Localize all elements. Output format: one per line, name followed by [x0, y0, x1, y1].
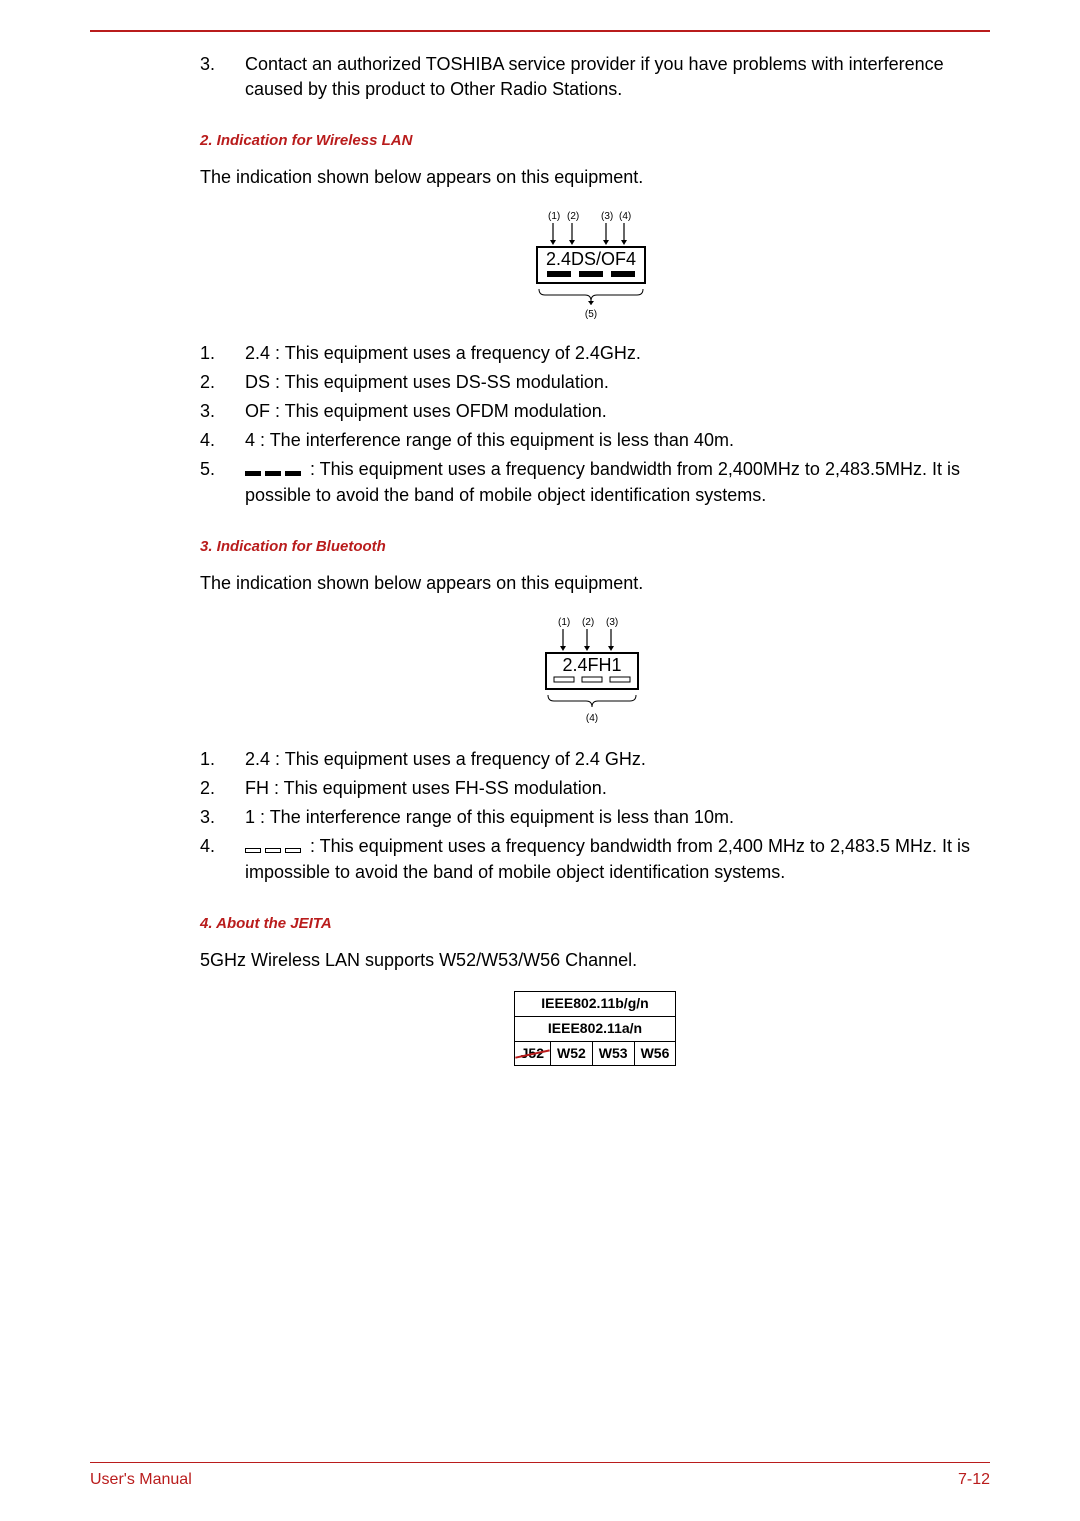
page-footer: User's Manual 7-12 — [90, 1462, 990, 1491]
fig-label: (5) — [585, 309, 597, 319]
list-number: 5. — [200, 457, 245, 508]
jeita-row1: IEEE802.11b/g/n — [514, 992, 676, 1017]
list-item: 3. Contact an authorized TOSHIBA service… — [200, 52, 990, 102]
outline-bars-icon — [245, 835, 305, 860]
list-number: 1. — [200, 747, 245, 772]
list-number: 3. — [200, 52, 245, 102]
paragraph: 5GHz Wireless LAN supports W52/W53/W56 C… — [200, 948, 990, 973]
list-text: : This equipment uses a frequency bandwi… — [245, 457, 990, 508]
list-item: 1.2.4 : This equipment uses a frequency … — [200, 747, 990, 772]
jeita-cell-j52: J52 — [514, 1041, 550, 1066]
fig-label: (2) — [582, 617, 594, 628]
fig-label: (1) — [548, 211, 560, 222]
list-item: 2.FH : This equipment uses FH-SS modulat… — [200, 776, 990, 801]
list-item: 1.2.4 : This equipment uses a frequency … — [200, 341, 990, 366]
fig-box-text: 2.4FH1 — [562, 655, 621, 675]
list-item: 3.1 : The interference range of this equ… — [200, 805, 990, 830]
list-number: 3. — [200, 399, 245, 424]
section-heading-wlan: 2. Indication for Wireless LAN — [200, 130, 990, 151]
jeita-table: IEEE802.11b/g/n IEEE802.11a/n J52 W52 W5… — [514, 991, 677, 1066]
jeita-figure: IEEE802.11b/g/n IEEE802.11a/n J52 W52 W5… — [200, 991, 990, 1066]
list-item: 3.OF : This equipment uses OFDM modulati… — [200, 399, 990, 424]
fig-label: (4) — [619, 211, 631, 222]
list-item: 5. : This equipment uses a frequency ban… — [200, 457, 990, 508]
page-content: 3. Contact an authorized TOSHIBA service… — [90, 52, 990, 1066]
footer-left: User's Manual — [90, 1469, 192, 1491]
wlan-figure: (1) (2) (3) (4) 2.4DS/OF4 (5) — [200, 209, 990, 319]
fig-label: (2) — [567, 211, 579, 222]
list-text: FH : This equipment uses FH-SS modulatio… — [245, 776, 990, 801]
fig-box-text: 2.4DS/OF4 — [546, 249, 636, 269]
fig-label: (3) — [601, 211, 613, 222]
list-number: 1. — [200, 341, 245, 366]
jeita-cell: W52 — [550, 1041, 592, 1066]
section-heading-jeita: 4. About the JEITA — [200, 913, 990, 934]
list-text: 4 : The interference range of this equip… — [245, 428, 990, 453]
paragraph: The indication shown below appears on th… — [200, 571, 990, 596]
list-text: 2.4 : This equipment uses a frequency of… — [245, 747, 990, 772]
list-item: 4. : This equipment uses a frequency ban… — [200, 834, 990, 885]
list-text: OF : This equipment uses OFDM modulation… — [245, 399, 990, 424]
list-text: Contact an authorized TOSHIBA service pr… — [245, 52, 990, 102]
list-number: 3. — [200, 805, 245, 830]
wlan-list: 1.2.4 : This equipment uses a frequency … — [200, 341, 990, 509]
bt-figure: (1) (2) (3) 2.4FH1 (4) — [200, 615, 990, 725]
fig-label: (4) — [586, 713, 598, 724]
bt-list: 1.2.4 : This equipment uses a frequency … — [200, 747, 990, 886]
jeita-cell: W53 — [592, 1041, 634, 1066]
list-number: 2. — [200, 370, 245, 395]
list-text: 1 : The interference range of this equip… — [245, 805, 990, 830]
fig-label: (3) — [606, 617, 618, 628]
jeita-row2: IEEE802.11a/n — [514, 1016, 676, 1041]
list-item: 2.DS : This equipment uses DS-SS modulat… — [200, 370, 990, 395]
fig-label: (1) — [558, 617, 570, 628]
list-text: 2.4 : This equipment uses a frequency of… — [245, 341, 990, 366]
paragraph: The indication shown below appears on th… — [200, 165, 990, 190]
list-text: DS : This equipment uses DS-SS modulatio… — [245, 370, 990, 395]
list-number: 4. — [200, 834, 245, 885]
jeita-cell: W56 — [634, 1041, 676, 1066]
section-heading-bt: 3. Indication for Bluetooth — [200, 536, 990, 557]
bars-icon — [245, 458, 305, 483]
list-item: 4.4 : The interference range of this equ… — [200, 428, 990, 453]
list-text: : This equipment uses a frequency bandwi… — [245, 834, 990, 885]
list-number: 2. — [200, 776, 245, 801]
header-rule — [90, 30, 990, 32]
list-number: 4. — [200, 428, 245, 453]
footer-right: 7-12 — [958, 1469, 990, 1491]
